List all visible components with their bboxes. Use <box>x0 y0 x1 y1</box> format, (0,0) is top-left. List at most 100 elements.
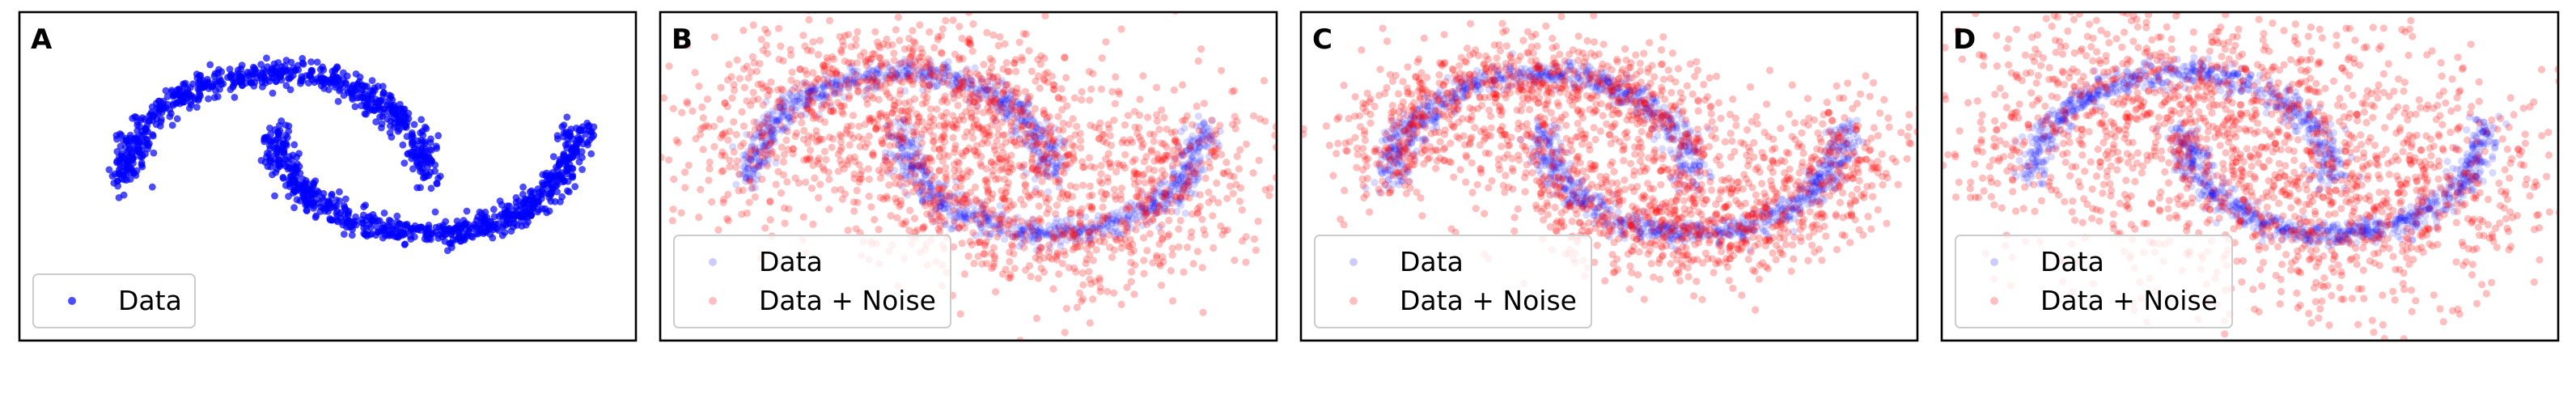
data-point <box>1041 13 1049 20</box>
data-point <box>803 155 811 163</box>
data-point <box>170 91 178 100</box>
data-point <box>1060 144 1068 152</box>
data-point <box>1061 161 1070 169</box>
data-point <box>1107 163 1115 171</box>
data-point <box>917 180 926 188</box>
data-point <box>1149 206 1157 215</box>
data-point <box>737 142 745 150</box>
data-point <box>987 101 995 109</box>
data-point <box>951 218 959 226</box>
data-point <box>837 146 845 155</box>
data-point <box>947 202 955 210</box>
data-point <box>956 183 964 191</box>
data-point <box>739 27 748 35</box>
data-point <box>851 158 859 166</box>
data-point <box>806 13 811 15</box>
data-point <box>779 112 788 120</box>
data-point <box>882 87 890 95</box>
data-point <box>1020 161 1028 169</box>
data-point <box>1087 85 1095 93</box>
data-point <box>1024 192 1032 200</box>
data-point <box>953 73 961 81</box>
data-point <box>665 156 673 164</box>
data-point <box>1075 222 1083 230</box>
data-point <box>872 125 880 133</box>
data-point <box>883 122 891 130</box>
data-point <box>1186 144 1194 152</box>
data-point <box>770 121 779 129</box>
data-point <box>799 79 807 87</box>
data-point <box>900 118 909 126</box>
data-point <box>1178 188 1187 197</box>
data-point <box>1067 214 1075 222</box>
data-point <box>1158 201 1166 209</box>
data-point <box>813 74 821 83</box>
data-point <box>825 133 833 142</box>
data-point <box>883 121 892 129</box>
data-point <box>959 89 967 98</box>
data-point <box>1053 163 1061 171</box>
data-point <box>1038 155 1046 163</box>
data-point <box>287 58 295 66</box>
data-point <box>1188 166 1197 174</box>
data-point <box>1040 109 1049 117</box>
data-point <box>910 128 918 137</box>
data-point <box>1052 142 1060 150</box>
data-point <box>1152 83 1161 91</box>
data-point <box>759 129 767 137</box>
data-point <box>909 143 917 151</box>
data-point <box>1086 182 1094 190</box>
data-point <box>905 70 913 78</box>
data-point <box>1027 142 1036 150</box>
data-point <box>847 130 855 138</box>
data-point <box>1040 106 1048 114</box>
data-point <box>815 155 823 163</box>
data-point <box>904 153 912 161</box>
data-point <box>1004 96 1012 105</box>
data-point <box>865 193 873 201</box>
data-point <box>908 158 916 166</box>
data-point <box>773 117 781 125</box>
data-point <box>1080 163 1088 171</box>
data-point <box>1133 218 1142 227</box>
data-point <box>806 95 814 103</box>
data-point <box>796 65 804 74</box>
data-point <box>976 239 984 247</box>
data-point <box>320 189 328 197</box>
data-point <box>1002 112 1010 120</box>
data-point <box>1135 193 1143 201</box>
data-point <box>1082 260 1090 268</box>
data-point <box>1019 104 1027 112</box>
data-point <box>1150 184 1158 193</box>
data-point <box>1018 125 1026 133</box>
data-point <box>787 51 795 59</box>
data-point <box>408 129 416 137</box>
data-point <box>1188 153 1197 161</box>
data-point <box>1035 170 1043 178</box>
data-point <box>1040 230 1048 238</box>
data-point <box>930 121 938 129</box>
data-point <box>1136 95 1144 104</box>
data-point <box>1050 135 1058 143</box>
data-point <box>811 174 819 182</box>
data-point <box>1121 235 1129 243</box>
data-point <box>1079 294 1087 303</box>
data-point <box>557 198 564 205</box>
data-point <box>1052 171 1060 180</box>
data-point <box>1185 144 1193 152</box>
data-point <box>1091 123 1099 131</box>
data-point <box>768 133 777 141</box>
data-point <box>845 79 854 87</box>
data-point <box>1146 130 1154 138</box>
data-point <box>1195 134 1203 142</box>
data-point <box>939 70 947 78</box>
data-point <box>1231 256 1239 265</box>
data-point <box>996 166 1004 174</box>
data-point <box>1004 229 1012 237</box>
data-point <box>303 206 311 214</box>
data-point <box>1152 210 1160 218</box>
data-point <box>1099 195 1108 203</box>
data-point <box>919 86 927 94</box>
data-point <box>804 93 812 101</box>
data-point <box>1121 227 1129 235</box>
